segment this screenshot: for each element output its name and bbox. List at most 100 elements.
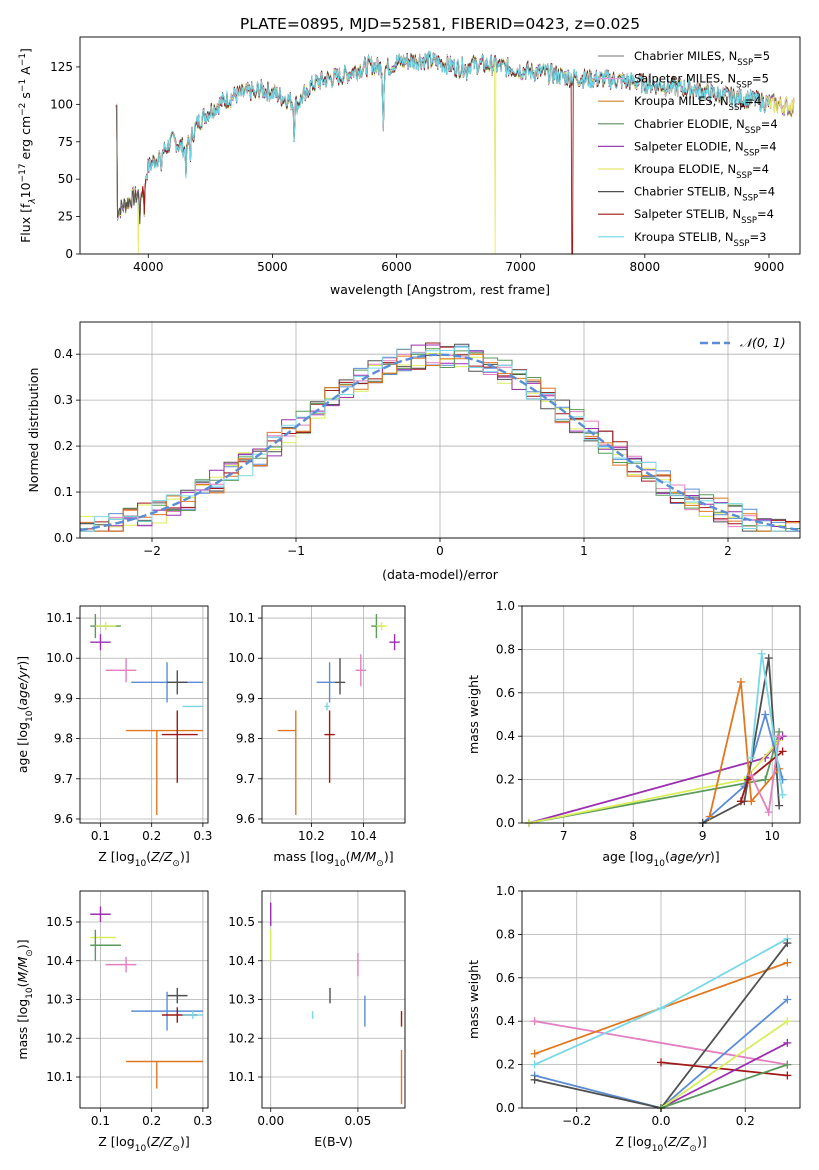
weight-marker	[783, 958, 792, 967]
y-tick-label: 9.7	[236, 772, 255, 786]
weight-vs-metallicity-panel: −0.2 0.0 0.2 0.0 0.2 0.4 0.6 0.8 1.0 mass weight Z…	[466, 884, 801, 1154]
axes-frame	[79, 36, 801, 255]
weight-marker	[657, 1004, 665, 1013]
x-axis-label: mass [log10(M/M⊙)]	[273, 849, 393, 869]
x-tick-label: 9000	[754, 260, 785, 274]
y-axis-label: mass weight	[466, 960, 481, 1039]
y-tick-label: 9.7	[54, 772, 73, 786]
residual-histogram-panel: −2 −1 0 1 2 0.0 0.1 0.2 0.3 0.4 𝒩(0, 1) (data-model…	[26, 321, 801, 582]
x-tick-label: 9	[699, 829, 707, 843]
y-tick-label: 10.5	[228, 915, 255, 929]
x-tick-label: 8	[629, 829, 637, 843]
y-tick-label: 125	[50, 60, 73, 74]
weight-marker	[747, 797, 756, 806]
axes-frame	[521, 605, 801, 824]
weight-marker	[783, 1060, 792, 1069]
x-tick-label: −0.2	[562, 1114, 591, 1128]
errorbar-point	[126, 729, 203, 815]
errorbar-point	[161, 710, 198, 783]
x-tick-label: 0.0	[651, 1114, 670, 1128]
spectrum-series-line	[145, 50, 769, 180]
y-tick-label: 9.8	[236, 732, 255, 746]
x-tick-label: 0.3	[193, 829, 212, 843]
y-tick-label: 10.3	[46, 993, 73, 1007]
errorbar-point	[316, 662, 335, 703]
errorbar-point	[90, 906, 111, 922]
mass-vs-metallicity-panel: 0.1 0.2 0.3 10.1 10.2 10.3 10.4 10.5 Z [log10(Z/…	[15, 890, 212, 1154]
age-vs-mass-panel: 10.2 10.4 9.6 9.7 9.8 9.9 10.0 10.1 mass [log10(…	[228, 605, 406, 869]
y-tick-label: 10.1	[46, 611, 73, 625]
y-tick-label: 9.9	[236, 691, 255, 705]
errorbar-point	[167, 987, 188, 1004]
weight-marker	[530, 1017, 539, 1026]
axes-frame	[79, 605, 209, 824]
weight-marker	[736, 677, 745, 686]
weight-marker	[761, 775, 770, 784]
spectrum-panel: 4000 5000 6000 7000 8000 9000 0 25 50 75 100 125 Cha…	[18, 36, 801, 297]
y-tick-label: 0.8	[496, 927, 515, 941]
weight-series-line	[708, 681, 780, 817]
x-axis-label: Z [log10(Z/Z⊙)]	[98, 849, 189, 869]
weight-marker	[778, 747, 787, 756]
x-tick-label: 0.3	[193, 1114, 212, 1128]
y-axis-label: Normed distribution	[26, 368, 41, 493]
y-axis-label: Flux [fλ10−17 erg cm−2 s−1 A−1]	[18, 48, 38, 243]
weight-series-line	[660, 1020, 788, 1109]
x-tick-label: −1	[287, 544, 305, 558]
x-axis-label: Z [log10(Z/Z⊙)]	[615, 1134, 706, 1154]
y-tick-label: 0.3	[54, 393, 73, 407]
weight-marker	[764, 654, 773, 663]
x-tick-label: 7000	[505, 260, 536, 274]
y-tick-label: 10.2	[228, 1031, 255, 1045]
legend-entry: Chabrier ELODIE, NSSP=4	[634, 117, 778, 136]
errorbar-point	[355, 654, 366, 687]
histogram-series	[79, 346, 800, 538]
y-tick-label: 1.0	[496, 884, 515, 898]
legend-entry: Chabrier STELIB, NSSP=4	[634, 185, 775, 204]
errorbar-point	[376, 622, 387, 631]
y-tick-label: 0.4	[54, 347, 73, 361]
x-tick-label: 7	[560, 829, 568, 843]
weight-series-line	[528, 731, 780, 824]
legend-entry: 𝒩(0, 1)	[740, 335, 786, 350]
weight-marker	[747, 771, 756, 780]
x-tick-label: 0.05	[345, 1114, 372, 1128]
x-tick-label: 1	[580, 544, 588, 558]
y-tick-label: 100	[50, 97, 73, 111]
y-tick-label: 10.0	[228, 651, 255, 665]
x-tick-label: 10	[765, 829, 780, 843]
errorbar-point	[131, 991, 203, 1031]
y-axis-label: age [log10(age/yr)]	[15, 656, 35, 773]
errorbar-point	[182, 1011, 203, 1019]
weight-marker	[761, 710, 770, 719]
legend-entry: Salpeter STELIB, NSSP=4	[634, 207, 774, 226]
errorbar-point	[126, 1060, 203, 1089]
figure-title: PLATE=0895, MJD=52581, FIBERID=0423, z=0…	[240, 15, 640, 33]
errorbar-point	[277, 710, 297, 815]
y-tick-label: 9.8	[54, 732, 73, 746]
age-vs-metallicity-panel: 0.1 0.2 0.3 9.6 9.7 9.8 9.9 10.0 10.1 Z [log10(Z/…	[15, 605, 212, 869]
weight-marker	[757, 649, 766, 658]
y-axis-label: mass weight	[466, 675, 481, 754]
mass-vs-ebv-panel: 0.00 0.05 10.1 10.2 10.3 10.4 10.5 E(B-V)	[228, 890, 406, 1149]
x-axis-label: Z [log10(Z/Z⊙)]	[98, 1134, 189, 1154]
weight-series-line	[660, 1063, 788, 1109]
errorbar-point	[90, 929, 121, 961]
weight-marker	[783, 1038, 792, 1047]
errorbar-point	[324, 710, 335, 783]
x-tick-label: 2	[724, 544, 732, 558]
x-tick-label: 10.4	[350, 829, 377, 843]
y-tick-label: 9.6	[54, 812, 73, 826]
y-tick-label: 0.8	[496, 642, 515, 656]
weight-marker	[530, 1060, 539, 1069]
y-tick-label: 1.0	[496, 599, 515, 613]
y-tick-label: 10.1	[228, 1070, 255, 1084]
y-tick-label: 0.0	[496, 816, 515, 830]
weight-marker	[783, 939, 792, 948]
x-tick-label: 0.2	[142, 829, 161, 843]
y-tick-label: 10.1	[46, 1070, 73, 1084]
y-tick-label: 10.2	[46, 1031, 73, 1045]
weight-marker	[747, 753, 756, 762]
weight-marker	[778, 790, 787, 799]
